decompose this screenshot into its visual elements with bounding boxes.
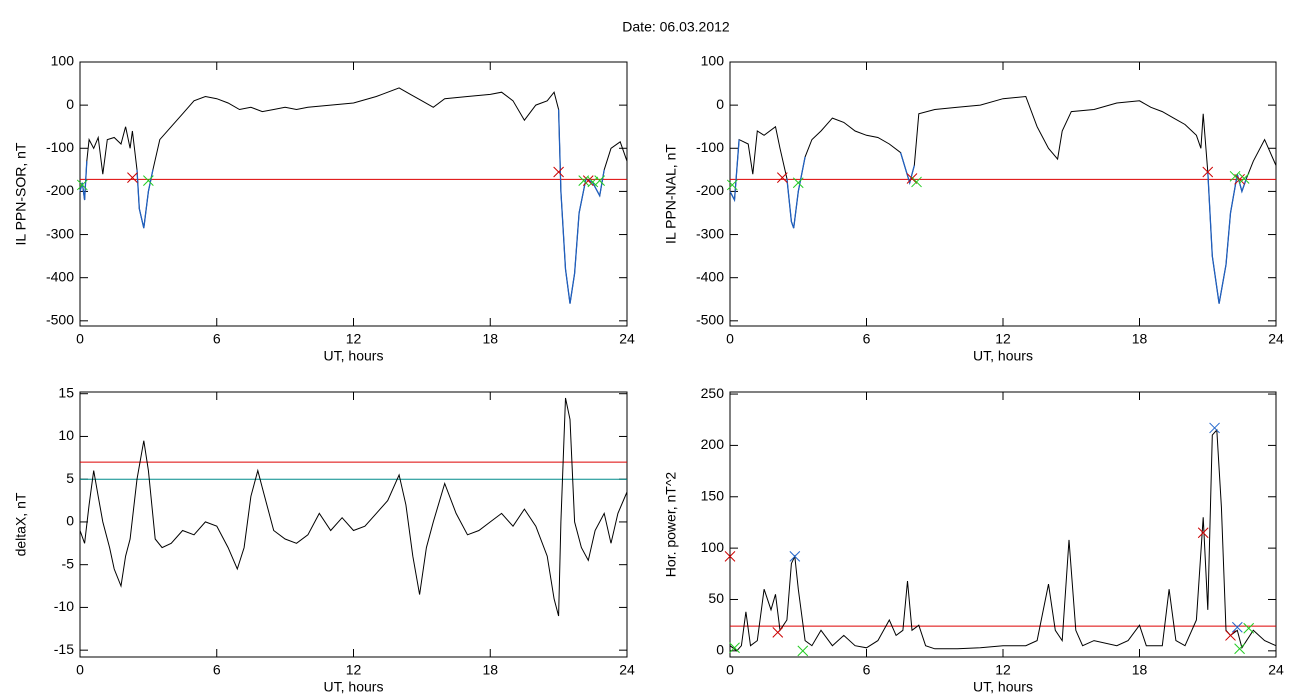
x-marker	[1197, 527, 1209, 539]
y-tick-label: -100	[46, 139, 74, 155]
y-tick-label: 0	[66, 96, 74, 112]
x-axis-label: UT, hours	[324, 679, 384, 695]
x-tick-label: 12	[995, 331, 1011, 347]
x-marker	[1243, 622, 1255, 634]
x-tick-label: 12	[346, 662, 362, 678]
data-line	[79, 397, 628, 617]
y-tick-label: 0	[716, 642, 724, 658]
y-tick-label: -5	[62, 555, 75, 571]
x-axis-label: UT, hours	[973, 348, 1033, 364]
y-tick-label: 50	[708, 590, 724, 606]
y-tick-label: -500	[696, 312, 724, 328]
x-tick-label: 18	[482, 662, 498, 678]
x-marker	[792, 177, 804, 189]
x-marker	[1234, 173, 1245, 185]
data-line	[729, 428, 1277, 652]
x-tick-label: 24	[1268, 331, 1284, 347]
y-tick-label: 15	[58, 384, 74, 400]
x-marker	[726, 179, 738, 191]
y-tick-label: -10	[54, 598, 74, 614]
y-tick-label: -500	[46, 312, 74, 328]
y-tick-label: 250	[701, 385, 725, 401]
y-tick-label: -300	[696, 225, 724, 241]
below-threshold-line	[79, 109, 605, 304]
y-tick-label: 100	[51, 53, 75, 69]
x-marker	[553, 166, 564, 178]
x-marker	[127, 172, 138, 183]
x-marker	[1238, 173, 1250, 184]
x-tick-label: 18	[1132, 662, 1148, 678]
x-tick-label: 0	[726, 662, 734, 678]
x-marker	[789, 550, 801, 562]
x-marker	[594, 175, 606, 186]
x-tick-label: 6	[213, 331, 221, 347]
y-axis-label: IL PPN-NAL, nT	[663, 144, 679, 244]
x-marker	[729, 642, 740, 654]
x-tick-label: 0	[76, 662, 84, 678]
y-tick-label: -200	[696, 182, 724, 198]
x-tick-label: 18	[1132, 331, 1148, 347]
x-tick-label: 12	[346, 331, 362, 347]
x-marker	[1202, 166, 1214, 178]
x-tick-label: 24	[619, 662, 635, 678]
x-marker	[724, 550, 736, 562]
x-axis-label: UT, hours	[324, 348, 384, 364]
x-tick-label: 6	[863, 662, 871, 678]
y-tick-label: -300	[46, 225, 74, 241]
x-marker	[772, 626, 784, 638]
y-tick-label: 150	[701, 487, 725, 503]
y-tick-label: 0	[716, 96, 724, 112]
x-marker	[578, 175, 590, 186]
y-axis-label: deltaX, nT	[13, 492, 29, 556]
x-marker	[1234, 643, 1245, 655]
y-axis-label: IL PPN-SOR, nT	[13, 142, 29, 245]
x-marker	[143, 175, 154, 186]
x-tick-label: 24	[619, 331, 635, 347]
figure-title: Date: 06.03.2012	[622, 19, 730, 35]
x-marker	[1229, 170, 1241, 182]
y-tick-label: -100	[696, 139, 724, 155]
y-axis-label: Hor. power, nT^2	[663, 472, 679, 578]
x-marker	[776, 172, 788, 183]
x-tick-label: 18	[482, 331, 498, 347]
y-tick-label: -15	[54, 641, 74, 657]
y-tick-label: 200	[701, 436, 725, 452]
y-tick-label: 100	[701, 539, 725, 555]
y-tick-label: -200	[46, 182, 74, 198]
x-tick-label: 12	[995, 662, 1011, 678]
y-tick-label: 0	[66, 513, 74, 529]
y-tick-label: -400	[696, 268, 724, 284]
x-marker	[1231, 621, 1243, 633]
x-marker	[582, 175, 594, 186]
below-threshold-line	[729, 139, 1248, 304]
y-tick-label: 5	[66, 470, 74, 486]
x-marker	[797, 645, 809, 657]
x-tick-label: 6	[213, 662, 221, 678]
x-tick-label: 0	[76, 331, 84, 347]
x-tick-label: 0	[726, 331, 734, 347]
y-tick-label: 10	[58, 427, 74, 443]
x-marker	[1209, 422, 1220, 434]
x-tick-label: 24	[1268, 662, 1284, 678]
x-marker	[911, 176, 922, 188]
x-marker	[587, 176, 599, 188]
x-tick-label: 6	[863, 331, 871, 347]
y-tick-label: -400	[46, 268, 74, 284]
x-marker	[1225, 630, 1236, 641]
x-axis-label: UT, hours	[973, 679, 1033, 695]
x-marker	[906, 173, 918, 184]
y-tick-label: 100	[701, 53, 725, 69]
x-marker	[76, 179, 88, 191]
